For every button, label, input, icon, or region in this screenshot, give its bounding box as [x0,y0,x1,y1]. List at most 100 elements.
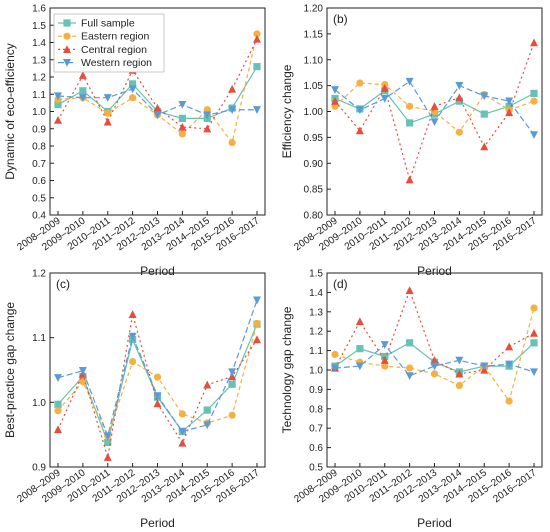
data-point [455,93,464,102]
legend-label: Eastern region [81,31,149,43]
data-point [455,82,464,90]
data-point [54,92,62,101]
data-point [430,118,439,127]
data-point [153,103,162,112]
y-tick-label: 1.1 [309,346,323,357]
data-point [405,77,414,86]
y-tick-label: 1.2 [309,327,323,338]
data-point [78,367,87,375]
data-point [455,381,463,390]
series-line [334,343,535,377]
data-point [78,94,87,102]
data-point [103,432,112,441]
y-tick-label: 1.4 [309,288,323,299]
y-tick-label: 0.80 [304,211,324,222]
data-point [228,138,236,147]
data-point [355,106,364,115]
data-point [128,332,137,341]
data-point [54,407,62,415]
data-point [129,357,137,366]
data-point [331,364,339,373]
data-point [405,286,414,295]
y-tick-label: 1.4 [32,38,46,49]
data-point [153,111,162,120]
y-tick-label: 1.10 [304,55,324,66]
data-point [253,34,261,43]
data-point [430,102,439,110]
data-point [78,71,87,79]
series-line [334,82,535,134]
y-tick-label: 0.5 [32,193,46,204]
y-tick-label: 1.0 [32,107,46,118]
data-point [480,362,489,371]
data-point [406,364,414,372]
y-tick-label: 1.00 [304,107,324,118]
y-tick-label: 0.90 [304,159,324,170]
data-point [153,392,162,401]
y-tick-label: 1.2 [32,73,46,84]
data-point [530,328,538,337]
data-point [203,406,211,414]
data-point [228,106,237,114]
data-point [54,425,62,434]
data-point [356,79,364,87]
data-point [178,114,186,122]
data-point [178,122,187,131]
data-point [228,84,237,93]
legend-label: Western region [81,57,152,69]
y-tick-label: 1.0 [309,366,323,377]
data-point [355,317,364,326]
data-point [380,94,389,103]
data-point [253,335,261,344]
data-point [253,30,261,38]
data-point [253,296,261,305]
data-point [455,128,463,136]
y-tick-label: 1.2 [32,269,46,280]
data-point [381,362,389,370]
data-point [228,372,237,381]
data-point [380,341,389,349]
y-tick-label: 1.5 [309,269,323,280]
y-tick-label: 1.3 [32,55,46,66]
data-point [178,410,186,418]
y-tick-label: 0.85 [304,185,324,196]
data-point [128,85,137,94]
y-tick-label: 0.4 [32,211,46,222]
y-tick-label: 0.95 [304,133,324,144]
y-tick-label: 0.8 [309,404,323,415]
data-point [178,101,187,109]
data-point [203,421,212,430]
data-point [104,109,112,117]
data-point [380,84,389,92]
data-point [54,374,62,382]
data-point [54,115,62,124]
y-tick-label: 1.0 [32,398,46,409]
data-point [54,400,62,408]
legend-marker [63,32,71,40]
y-tick-label: 0.7 [32,159,46,170]
panel-a: 0.40.50.60.70.80.91.01.11.21.31.41.51.62… [3,4,266,278]
data-point [228,380,236,388]
x-axis-title: Period [140,264,175,278]
data-point [455,97,463,105]
data-point [356,345,364,353]
data-point [178,130,186,138]
legend-label: Full sample [81,18,135,30]
data-point [178,427,187,436]
data-point [103,117,112,126]
panel-c: 0.91.01.11.22008–20092009–20102010–20112… [3,269,266,530]
data-point [406,339,414,347]
x-axis-title: Period [417,264,452,278]
data-point [405,372,414,381]
data-point [530,304,538,312]
panel-label: (b) [333,12,348,26]
data-point [331,350,339,359]
data-point [455,356,464,365]
data-point [406,119,414,127]
data-point [203,380,212,389]
y-tick-label: 0.9 [32,463,46,474]
y-tick-label: 1.05 [304,81,324,92]
panel-label: (c) [56,277,70,291]
data-point [203,124,212,133]
